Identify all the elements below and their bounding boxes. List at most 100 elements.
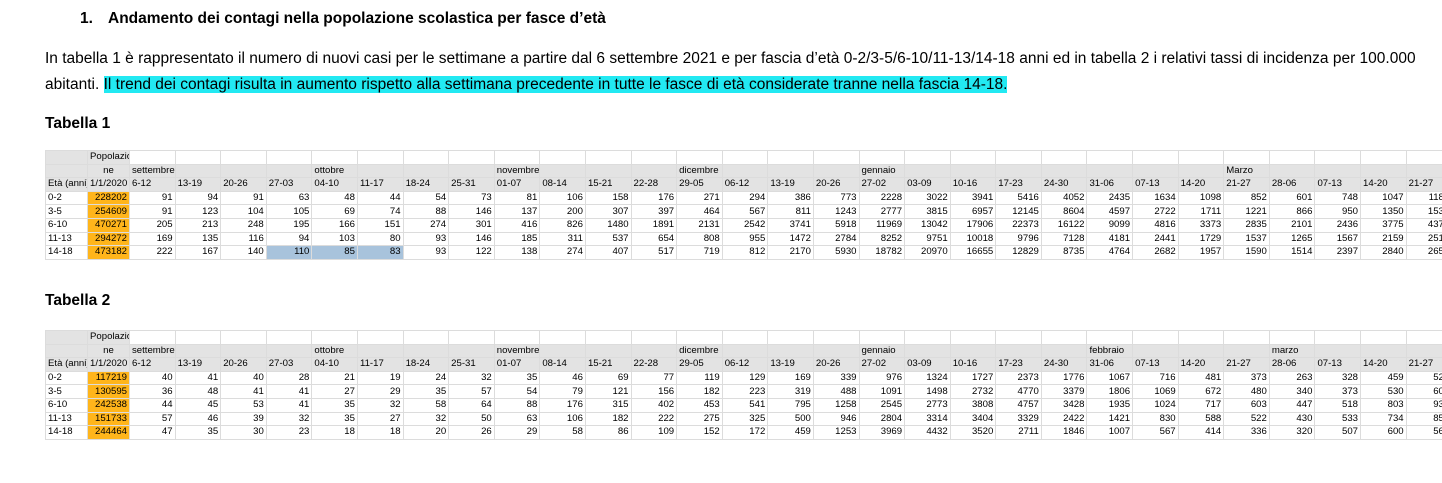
value-cell: 213 (174, 217, 222, 233)
week-label: 21-27 (1223, 357, 1270, 372)
value-cell: 407 (584, 245, 632, 260)
value-cell: 32 (265, 411, 313, 427)
week-label: 20-26 (220, 357, 267, 372)
value-cell: 47 (129, 425, 176, 440)
week-label: 22-28 (630, 357, 678, 372)
value-cell: 64 (448, 397, 495, 413)
value-cell: 2652 (1405, 245, 1442, 260)
value-cell: 176 (539, 397, 586, 413)
value-cell: 54 (493, 384, 541, 399)
age-column-header: Età (anni) (45, 357, 88, 372)
value-cell: 795 (767, 397, 814, 413)
header-blank-cell (265, 150, 313, 165)
value-cell: 717 (1177, 397, 1225, 413)
value-cell: 325 (721, 411, 769, 427)
header-row-weeks: Età (anni) 1/1/2020 6-12 13-19 20-26 27-03 04-… (45, 177, 1442, 192)
table2: Popolazio ne settembre ottobre novembre dicem… (45, 330, 1442, 440)
month-blank (174, 343, 222, 359)
month-blank (265, 343, 313, 359)
value-cell: 507 (1314, 425, 1362, 440)
week-label: 27-02 (858, 177, 906, 192)
value-cell: 35 (311, 397, 358, 413)
header-blank-cell (721, 150, 769, 165)
value-cell: 79 (539, 384, 586, 399)
value-cell: 1472 (767, 231, 814, 247)
population-cell: 242538 (87, 397, 130, 413)
value-cell: 88 (493, 397, 541, 413)
value-cell: 520 (1405, 370, 1442, 386)
value-cell: 166 (311, 217, 358, 233)
header-blank-cell (311, 330, 358, 345)
value-cell: 9751 (904, 231, 951, 247)
month-label: febbraio (1086, 343, 1134, 359)
value-cell: 104 (220, 204, 267, 219)
value-cell: 20970 (904, 245, 951, 260)
week-label: 14-20 (1360, 357, 1407, 372)
age-group-label: 11-13 (45, 411, 88, 427)
value-cell: 169 (767, 370, 814, 386)
value-cell: 27 (356, 411, 404, 427)
value-cell: 88 (402, 204, 450, 219)
value-cell: 63 (493, 411, 541, 427)
paragraph-text: In tabella 1 è rappresentato il numero d… (45, 50, 1416, 93)
highlighted-sentence: Il trend dei contagi risulta in aumento … (103, 76, 1008, 93)
value-cell: 223 (721, 384, 769, 399)
value-cell: 1935 (1086, 397, 1134, 413)
value-cell: 22373 (995, 217, 1042, 233)
header-blank-cell (174, 150, 222, 165)
population-cell: 151733 (87, 411, 130, 427)
value-cell: 275 (676, 411, 723, 427)
week-label: 10-16 (949, 177, 997, 192)
value-cell: 46 (539, 370, 586, 386)
value-cell: 830 (1132, 411, 1179, 427)
value-cell: 1047 (1360, 190, 1407, 206)
value-cell: 41 (265, 397, 313, 413)
value-cell: 2682 (1132, 245, 1179, 260)
value-cell: 103 (311, 231, 358, 247)
value-cell: 2784 (812, 231, 860, 247)
week-label: 22-28 (630, 177, 678, 192)
value-cell: 3969 (858, 425, 906, 440)
value-cell: 35 (402, 384, 450, 399)
header-blank-cell (402, 150, 450, 165)
age-header-blank (45, 343, 88, 359)
value-cell: 20 (402, 425, 450, 440)
value-cell: 69 (311, 204, 358, 219)
value-cell: 1846 (1040, 425, 1088, 440)
value-cell: 4181 (1086, 231, 1134, 247)
section-heading: 1. Andamento dei contagi nella popolazion… (80, 10, 606, 28)
value-cell: 8604 (1040, 204, 1088, 219)
pop-header-line3: 1/1/2020 (87, 177, 130, 192)
value-cell: 748 (1314, 190, 1362, 206)
month-label: novembre (493, 163, 541, 179)
value-cell: 955 (721, 231, 769, 247)
value-cell: 57 (448, 384, 495, 399)
value-cell: 123 (174, 204, 222, 219)
week-label: 20-26 (812, 357, 860, 372)
month-label: dicembre (676, 343, 723, 359)
month-label: ottobre (311, 343, 358, 359)
month-label: settembre (129, 343, 176, 359)
value-cell: 172 (721, 425, 769, 440)
value-cell: 12145 (995, 204, 1042, 219)
month-blank (1405, 343, 1442, 359)
month-label: Marzo (1223, 163, 1270, 179)
month-blank (949, 163, 997, 179)
value-cell: 1098 (1177, 190, 1225, 206)
month-blank (1177, 343, 1225, 359)
value-cell: 110 (265, 245, 313, 260)
pop-header-line3: 1/1/2020 (87, 357, 130, 372)
value-cell: 654 (630, 231, 678, 247)
value-cell: 185 (493, 231, 541, 247)
header-blank-cell (630, 330, 678, 345)
value-cell: 41 (220, 384, 267, 399)
value-cell: 601 (1268, 190, 1316, 206)
value-cell: 480 (1223, 384, 1270, 399)
value-cell: 9099 (1086, 217, 1134, 233)
week-label: 14-20 (1360, 177, 1407, 192)
value-cell: 1067 (1086, 370, 1134, 386)
value-cell: 106 (539, 190, 586, 206)
header-blank-cell (448, 150, 495, 165)
value-cell: 24 (402, 370, 450, 386)
value-cell: 41 (174, 370, 222, 386)
